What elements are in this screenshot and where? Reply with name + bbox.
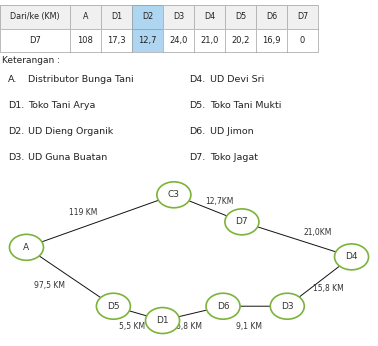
Text: D7.: D7. xyxy=(189,153,205,162)
Bar xyxy=(256,5,287,29)
Bar xyxy=(70,5,101,29)
Text: D5: D5 xyxy=(235,12,246,21)
Text: UD Jimon: UD Jimon xyxy=(210,127,253,136)
Text: UD Guna Buatan: UD Guna Buatan xyxy=(28,153,108,162)
Text: 12,7KM: 12,7KM xyxy=(205,197,234,206)
Text: D1: D1 xyxy=(111,12,122,21)
Bar xyxy=(101,5,132,29)
Bar xyxy=(132,29,163,52)
Text: 24,0: 24,0 xyxy=(169,36,187,45)
Bar xyxy=(194,29,225,52)
Text: D5: D5 xyxy=(107,302,120,311)
Text: Distributor Bunga Tani: Distributor Bunga Tani xyxy=(28,75,134,84)
Bar xyxy=(101,29,132,52)
Text: 21,0KM: 21,0KM xyxy=(303,228,332,237)
Text: 5,5 KM: 5,5 KM xyxy=(119,322,146,331)
Text: D4: D4 xyxy=(204,12,215,21)
Ellipse shape xyxy=(96,293,130,319)
Text: 16,9: 16,9 xyxy=(262,36,280,45)
Bar xyxy=(163,5,194,29)
Text: D1.: D1. xyxy=(8,101,25,110)
Ellipse shape xyxy=(206,293,240,319)
Text: D1: D1 xyxy=(156,316,169,325)
Bar xyxy=(132,29,163,52)
Text: D6: D6 xyxy=(266,12,277,21)
Bar xyxy=(256,29,287,52)
Text: Toko Jagat: Toko Jagat xyxy=(210,153,258,162)
Text: Keterangan :: Keterangan : xyxy=(2,56,60,65)
Ellipse shape xyxy=(157,182,191,208)
Text: Toko Tani Mukti: Toko Tani Mukti xyxy=(210,101,281,110)
Bar xyxy=(287,5,318,29)
Bar xyxy=(225,29,256,52)
Text: 17,3: 17,3 xyxy=(107,36,126,45)
Bar xyxy=(256,29,287,52)
Bar xyxy=(70,29,101,52)
Bar xyxy=(163,29,194,52)
Bar xyxy=(101,29,132,52)
Text: 20,2: 20,2 xyxy=(231,36,249,45)
Bar xyxy=(225,5,256,29)
Bar xyxy=(225,5,256,29)
Text: 119 KM: 119 KM xyxy=(69,208,98,217)
Text: D6: D6 xyxy=(217,302,229,311)
Text: A: A xyxy=(23,243,29,252)
Bar xyxy=(225,29,256,52)
Text: 0: 0 xyxy=(300,36,305,45)
Text: UD Devi Sri: UD Devi Sri xyxy=(210,75,264,84)
Ellipse shape xyxy=(9,234,43,260)
Text: D5.: D5. xyxy=(189,101,205,110)
Text: D4.: D4. xyxy=(189,75,205,84)
Bar xyxy=(287,29,318,52)
Text: A: A xyxy=(83,12,88,21)
Text: D6.: D6. xyxy=(189,127,205,136)
Text: D7: D7 xyxy=(235,217,248,226)
Text: D3: D3 xyxy=(281,302,294,311)
Text: D4: D4 xyxy=(345,252,358,261)
Bar xyxy=(163,29,194,52)
Bar xyxy=(0,5,70,29)
Text: D2.: D2. xyxy=(8,127,25,136)
Bar xyxy=(132,5,163,29)
Bar xyxy=(132,5,163,29)
Bar xyxy=(194,5,225,29)
Bar xyxy=(194,29,225,52)
Text: 15,8 KM: 15,8 KM xyxy=(313,284,344,293)
Text: Dari/ke (KM): Dari/ke (KM) xyxy=(10,12,60,21)
Ellipse shape xyxy=(146,308,180,334)
Bar xyxy=(256,5,287,29)
Text: 12,7: 12,7 xyxy=(138,36,156,45)
Text: UD Dieng Organik: UD Dieng Organik xyxy=(28,127,114,136)
Bar xyxy=(194,5,225,29)
Ellipse shape xyxy=(225,209,259,235)
Text: D3: D3 xyxy=(173,12,184,21)
Text: 21,0: 21,0 xyxy=(200,36,218,45)
Text: D3.: D3. xyxy=(8,153,25,162)
Text: 6,8 KM: 6,8 KM xyxy=(176,322,202,331)
Text: D7: D7 xyxy=(297,12,308,21)
Text: D2: D2 xyxy=(142,12,153,21)
Ellipse shape xyxy=(270,293,304,319)
Bar xyxy=(101,5,132,29)
Bar xyxy=(70,29,101,52)
Bar xyxy=(287,29,318,52)
Text: 9,1 KM: 9,1 KM xyxy=(237,322,262,331)
Bar xyxy=(0,5,70,29)
Bar xyxy=(70,5,101,29)
Text: Toko Tani Arya: Toko Tani Arya xyxy=(28,101,96,110)
Text: 97,5 KM: 97,5 KM xyxy=(34,281,65,290)
Bar xyxy=(287,5,318,29)
Bar xyxy=(0,29,70,52)
Text: A.: A. xyxy=(8,75,18,84)
Bar xyxy=(0,29,70,52)
Text: C3: C3 xyxy=(168,190,180,199)
Bar xyxy=(163,5,194,29)
Ellipse shape xyxy=(335,244,369,270)
Text: D7: D7 xyxy=(29,36,41,45)
Text: 108: 108 xyxy=(77,36,93,45)
